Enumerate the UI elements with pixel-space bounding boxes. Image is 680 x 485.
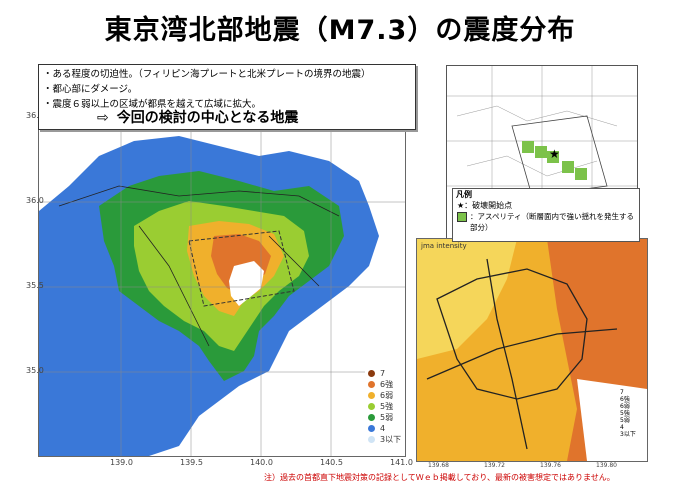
zoom-legend-label: 6強 (620, 396, 630, 403)
lat-tick: 36.5 (26, 111, 44, 120)
legend-swatch (368, 381, 375, 388)
legend-label: 3以下 (380, 435, 402, 444)
lon-tick: 139.0 (110, 458, 133, 467)
lon-tick: 140.5 (320, 458, 343, 467)
lat-tick: 35.5 (26, 281, 44, 290)
legend-label: 7 (380, 369, 386, 378)
legend-row: 5弱 (365, 412, 405, 423)
focus-text: 今回の検討の中心となる地震 (116, 110, 299, 126)
legend-label: 6弱 (380, 391, 394, 400)
zoom-lon-tick: 139.72 (484, 462, 505, 469)
intensity-legend: 7 6強 6弱 5強 5弱 4 3以下 (365, 368, 405, 445)
legend-label: 5強 (380, 402, 394, 411)
bullet-text: ・ある程度の切迫性。（フィリピン海プレートと北米プレートの境界の地震） (43, 69, 371, 80)
footnote: 注）過去の首都直下地震対策の記録としてＷｅｂ掲載しており、最新の被害想定ではあり… (264, 473, 615, 482)
legend-item: ：アスペリティ（断層面内で強い揺れを発生する部分） (453, 211, 639, 233)
legend-row: 6強 (365, 379, 405, 390)
tokyo-zoom-map: jma intensity 7 6強 6弱 5強 5弱 4 3以下 (416, 238, 648, 462)
bullet-text: ・震度６弱以上の区域が都県を越えて広域に拡大。 (43, 99, 262, 110)
legend-row: 4 (365, 423, 405, 434)
legend-row: 3以下 (365, 434, 405, 445)
intensity-map-graphic (39, 116, 405, 456)
green-square-icon (457, 212, 467, 222)
zoom-lon-tick: 139.76 (540, 462, 561, 469)
lon-tick: 139.5 (180, 458, 203, 467)
legend-swatch (368, 414, 375, 421)
right-arrow-icon: ⇨ (97, 110, 109, 126)
legend-swatch (368, 425, 375, 432)
legend-swatch (368, 370, 375, 377)
lon-tick: 140.0 (250, 458, 273, 467)
legend-swatch (368, 436, 375, 443)
zoom-lon-tick: 139.68 (428, 462, 449, 469)
legend-row: 5強 (365, 401, 405, 412)
zoom-legend-label: 5弱 (620, 417, 630, 424)
zoom-legend: 7 6強 6弱 5強 5弱 4 3以下 (620, 389, 644, 438)
focus-statement: ⇨ 今回の検討の中心となる地震 (97, 111, 298, 126)
legend-item: ★：破壊開始点 (453, 200, 639, 211)
legend-row: 7 (365, 368, 405, 379)
legend-label: 5弱 (380, 413, 394, 422)
legend-label: 4 (380, 424, 386, 433)
main-intensity-map (38, 115, 406, 457)
zoom-legend-label: 4 (620, 424, 624, 431)
legend-swatch (368, 403, 375, 410)
lat-tick: 35.0 (26, 366, 44, 375)
page-title: 東京湾北部地震（M7.3）の震度分布 (104, 15, 576, 46)
tokyo-zoom-graphic: jma intensity (417, 239, 647, 461)
zoom-legend-label: 7 (620, 389, 624, 396)
fault-inset-graphic: ★ (447, 66, 637, 238)
zoom-map-header: jma intensity (420, 242, 467, 250)
lon-tick: 141.0 (390, 458, 413, 467)
zoom-legend-label: 5強 (620, 410, 630, 417)
fault-legend: 凡例 ★：破壊開始点 ：アスペリティ（断層面内で強い揺れを発生する部分） (452, 188, 640, 242)
zoom-legend-label: 3以下 (620, 431, 636, 438)
legend-label: 6強 (380, 380, 394, 389)
star-icon: ★ (457, 201, 465, 210)
lat-tick: 36.0 (26, 196, 44, 205)
legend-item-label: ：破壊開始点 (464, 201, 513, 210)
bullet-text: ・都心部にダメージ。 (43, 84, 138, 95)
summary-callout: ・ある程度の切迫性。（フィリピン海プレートと北米プレートの境界の地震） ・都心部… (38, 64, 416, 130)
svg-text:★: ★ (549, 147, 560, 161)
legend-swatch (368, 392, 375, 399)
legend-item-label: ：アスペリティ（断層面内で強い揺れを発生する部分） (470, 212, 635, 232)
legend-title: 凡例 (456, 190, 472, 199)
zoom-lon-tick: 139.80 (596, 462, 617, 469)
zoom-legend-label: 6弱 (620, 403, 630, 410)
legend-row: 6弱 (365, 390, 405, 401)
